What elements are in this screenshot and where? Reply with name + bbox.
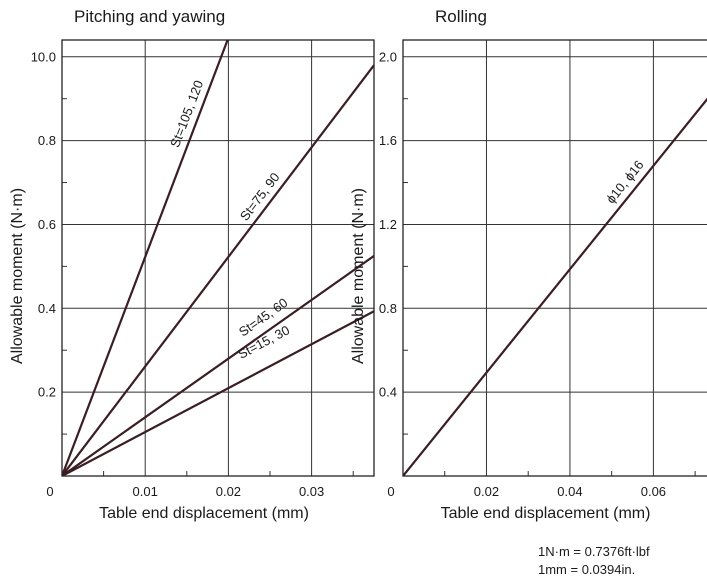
y-tick-label: 2.0 <box>379 49 397 64</box>
y-tick-label: 0.2 <box>38 385 56 400</box>
x-axis-label: Table end displacement (mm) <box>99 505 309 522</box>
conversion-note-length: 1mm = 0.0394in. <box>538 562 635 577</box>
y-tick-label: 1.2 <box>379 217 397 232</box>
x-tick-label: 0.06 <box>641 484 666 499</box>
chart-title: Rolling <box>435 7 487 26</box>
series-line <box>62 255 374 476</box>
y-tick-label: 0.8 <box>379 301 397 316</box>
y-tick-label: 10.0 <box>31 49 56 64</box>
x-tick-label: 0.04 <box>557 484 582 499</box>
x-tick-label: 0 <box>46 484 53 499</box>
x-tick-label: 0 <box>387 484 394 499</box>
x-axis-label: Table end displacement (mm) <box>441 505 651 522</box>
series-line <box>403 97 707 476</box>
x-tick-label: 0.01 <box>133 484 158 499</box>
x-tick-label: 0.02 <box>474 484 499 499</box>
x-tick-label: 0.03 <box>299 484 324 499</box>
rolling-chart: Rolling 0 0.02 0.04 0.06 0.4 0.8 1.2 1.6 2.0 Table… <box>350 7 707 522</box>
chart-title: Pitching and yawing <box>74 7 225 26</box>
plot-frame <box>402 39 707 477</box>
y-tick-label: 0.6 <box>38 217 56 232</box>
y-tick-label: 0.4 <box>38 301 56 316</box>
y-tick-label: 1.6 <box>379 133 397 148</box>
conversion-note-moment: 1N·m = 0.7376ft·lbf <box>538 544 650 559</box>
y-tick-label: 0.8 <box>38 133 56 148</box>
y-axis-label: Allowable moment (N·m) <box>9 188 26 364</box>
y-axis-label: Allowable moment (N·m) <box>350 188 367 364</box>
plot-frame <box>61 39 375 477</box>
series-line <box>62 40 229 476</box>
series-line <box>62 310 374 476</box>
series-line <box>62 64 374 476</box>
x-tick-label: 0.02 <box>216 484 241 499</box>
y-tick-label: 0.4 <box>379 385 397 400</box>
pitching-yawing-chart: Pitching and yawing 0 0.01 0.02 0.03 0.2 0.4 0.… <box>9 7 375 522</box>
